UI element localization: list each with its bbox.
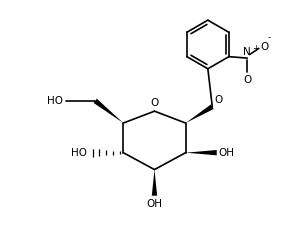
Polygon shape: [152, 170, 157, 196]
Text: O: O: [243, 75, 252, 85]
Text: N: N: [243, 47, 251, 57]
Text: OH: OH: [218, 148, 234, 158]
Polygon shape: [94, 99, 123, 123]
Text: HO: HO: [47, 96, 63, 106]
Text: O: O: [261, 42, 269, 52]
Polygon shape: [186, 104, 214, 123]
Text: OH: OH: [147, 199, 162, 209]
Text: +: +: [253, 44, 259, 53]
Text: HO: HO: [71, 148, 87, 158]
Text: O: O: [150, 98, 159, 108]
Text: -: -: [267, 34, 270, 42]
Polygon shape: [186, 150, 217, 155]
Text: O: O: [214, 95, 222, 105]
